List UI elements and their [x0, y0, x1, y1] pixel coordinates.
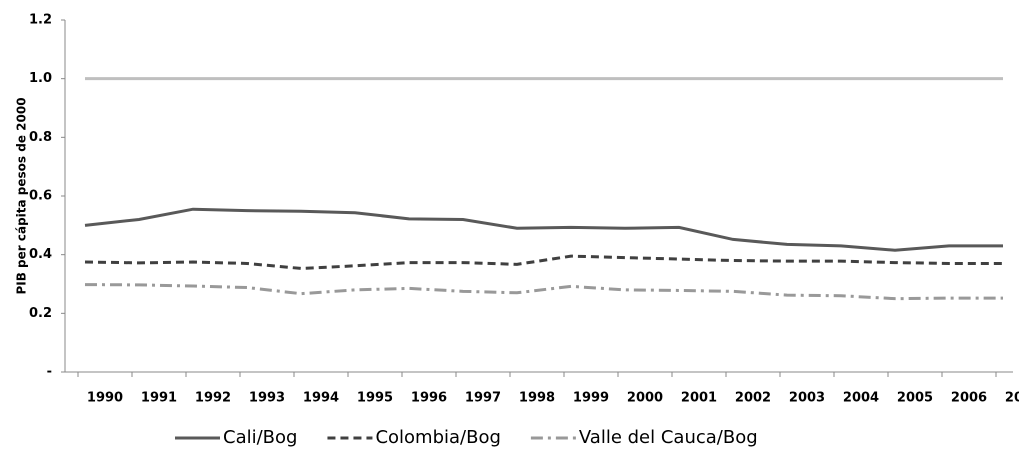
x-tick-label: 2000: [627, 391, 663, 406]
legend-label: Cali/Bog: [223, 427, 297, 448]
y-tick-label: 0.2: [29, 306, 52, 321]
x-tick-label: 1991: [141, 391, 177, 406]
series-line: [84, 283, 1003, 301]
x-tick-label: 1996: [411, 391, 447, 406]
y-tick-label: 0.4: [29, 247, 52, 262]
legend-label: Colombia/Bog: [375, 427, 500, 448]
x-tick-label: 2004: [843, 391, 879, 406]
series-line: [84, 254, 1003, 270]
x-tick-label: 1992: [195, 391, 231, 406]
x-tick-label: 1990: [87, 391, 123, 406]
x-tick-label: 1999: [573, 391, 609, 406]
x-tick-label: 1995: [357, 391, 393, 406]
x-tick-label: 2005: [897, 391, 933, 406]
x-tick-label: 2003: [789, 391, 825, 406]
x-tick-label: 2006: [951, 391, 987, 406]
y-tick-label: 1.0: [29, 71, 52, 86]
x-tick-label: 1994: [303, 391, 339, 406]
x-tick-label: 2007: [1005, 391, 1019, 406]
x-tick-label: 1997: [465, 391, 501, 406]
y-tick-label: 0.8: [29, 130, 52, 145]
y-tick-label: 1.2: [29, 13, 52, 28]
legend-label: Valle del Cauca/Bog: [579, 427, 758, 448]
y-tick-label: 0.6: [29, 189, 52, 204]
x-tick-label: 2002: [735, 391, 771, 406]
x-tick-label: 2001: [681, 391, 717, 406]
series-line: [84, 207, 1003, 252]
y-tick-label: -: [47, 365, 52, 380]
y-axis-label: PIB per cápita pesos de 2000: [15, 97, 29, 294]
x-tick-label: 1998: [519, 391, 555, 406]
x-tick-label: 1993: [249, 391, 285, 406]
